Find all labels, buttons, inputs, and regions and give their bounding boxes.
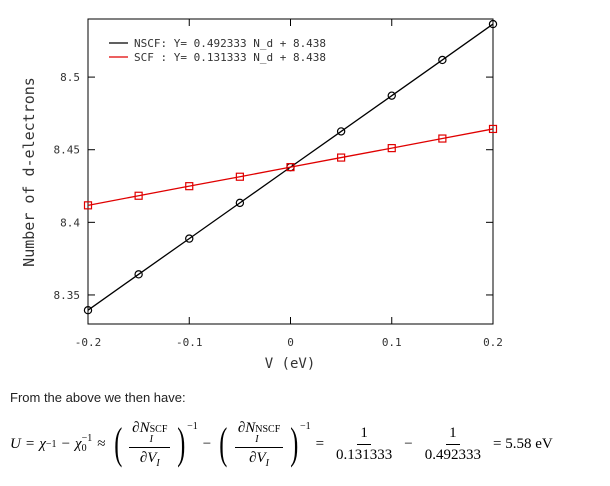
axis-ticks <box>87 19 494 324</box>
eq-minus-2: − <box>202 435 212 452</box>
eq-approx: ≈ <box>97 435 106 452</box>
eq-partial: ∂ <box>139 449 148 466</box>
eq-term-nscf: ( ∂N NSCF I ∂VI ) −1 <box>219 419 311 469</box>
x-tick-label: 0.2 <box>483 336 503 349</box>
data-point-0 <box>387 91 396 100</box>
data-point-0 <box>235 198 245 208</box>
chart: -0.2 -0.1 0 0.1 0.2 8.35 8.4 8.45 8.5 V (eV) Nu… <box>20 18 503 372</box>
series-line-1 <box>87 128 494 206</box>
data-point-1 <box>83 201 93 210</box>
data-point-0 <box>336 127 346 136</box>
eq-scf-sup: SCF <box>149 423 168 435</box>
x-tick-label: 0 <box>287 336 294 349</box>
eq-I-sub: I <box>255 433 259 445</box>
data-point-1 <box>488 124 498 134</box>
eq-lhs: U <box>10 435 21 452</box>
eq-V-sub: I <box>156 457 160 469</box>
eq-V: V <box>256 449 266 466</box>
data-point-0 <box>134 270 143 279</box>
eq-equals-1: = <box>25 435 35 452</box>
data-point-1 <box>438 134 447 143</box>
eq-frac-num: 1 <box>357 425 371 445</box>
data-point-1 <box>387 144 396 153</box>
eq-term-scf-inv: −1 <box>187 420 198 432</box>
data-point-0 <box>83 306 93 315</box>
eq-chi: χ <box>39 435 46 452</box>
eq-term-scf: ( ∂N SCF I ∂VI ) −1 <box>113 419 198 469</box>
eq-partial: ∂ <box>132 419 140 436</box>
legend-label-nscf: NSCF: Y= 0.492333 N_d + 8.438 <box>134 37 326 50</box>
eq-chi0-sub: 0 <box>81 443 87 454</box>
data-point-1 <box>134 191 143 200</box>
caption-text: From the above we then have: <box>10 390 186 405</box>
data-point-0 <box>488 19 498 29</box>
data-point-1 <box>337 153 346 162</box>
eq-N: N <box>139 419 150 436</box>
y-tick-label: 8.5 <box>60 71 80 84</box>
eq-minus-3: − <box>404 435 413 452</box>
y-tick-label: 8.4 <box>60 216 80 229</box>
x-axis-label: V (eV) <box>265 356 316 372</box>
eq-partial: ∂ <box>249 449 257 466</box>
data-point-0 <box>185 234 194 243</box>
eq-frac-den-scf: 0.131333 <box>336 446 393 463</box>
eq-term-nscf-inv: −1 <box>299 420 311 432</box>
y-tick-labels: 8.35 8.4 8.45 8.5 <box>54 71 81 302</box>
eq-I-sub: I <box>149 433 153 445</box>
x-tick-labels: -0.2 -0.1 0 0.1 0.2 <box>75 336 503 349</box>
plot-frame <box>87 18 494 325</box>
eq-partial: ∂ <box>237 419 246 436</box>
legend: NSCF: Y= 0.492333 N_d + 8.438 SCF : Y= 0… <box>109 37 326 64</box>
eq-frac-scf: 1 0.131333 <box>333 425 395 464</box>
data-point-1 <box>286 163 295 172</box>
eq-nscf-sup: NSCF <box>255 423 281 435</box>
x-tick-label: -0.1 <box>176 336 203 349</box>
eq-frac-num: 1 <box>446 425 460 445</box>
y-axis-label: Number of d-electrons <box>20 77 38 267</box>
legend-label-scf: SCF : Y= 0.131333 N_d + 8.438 <box>134 51 326 64</box>
eq-chi0-inv: −1 <box>81 433 93 444</box>
eq-V-sub: I <box>265 457 270 469</box>
data-point-1 <box>235 172 244 181</box>
eq-N: N <box>245 419 256 436</box>
x-tick-label: -0.2 <box>75 336 102 349</box>
eq-V: V <box>147 449 157 466</box>
eq-chi0: χ <box>75 435 82 452</box>
eq-frac-nscf: 1 0.492333 <box>422 425 484 464</box>
x-tick-label: 0.1 <box>382 336 402 349</box>
eq-result: = 5.58 eV <box>493 435 553 452</box>
eq-equals-2: = <box>315 435 325 452</box>
series-markers <box>83 19 498 315</box>
data-point-1 <box>185 182 194 191</box>
data-point-0 <box>438 55 447 65</box>
equation: U = χ −1 − χ −1 0 ≈ ( ∂N SCF I ∂VI ) −1 − ( ∂… <box>10 418 605 470</box>
eq-chi-inv: −1 <box>45 438 57 450</box>
series-lines <box>87 23 494 311</box>
y-tick-label: 8.35 <box>54 289 81 302</box>
y-tick-label: 8.45 <box>54 144 81 157</box>
eq-frac-den-nscf: 0.492333 <box>424 446 482 463</box>
eq-minus-1: − <box>61 435 71 452</box>
